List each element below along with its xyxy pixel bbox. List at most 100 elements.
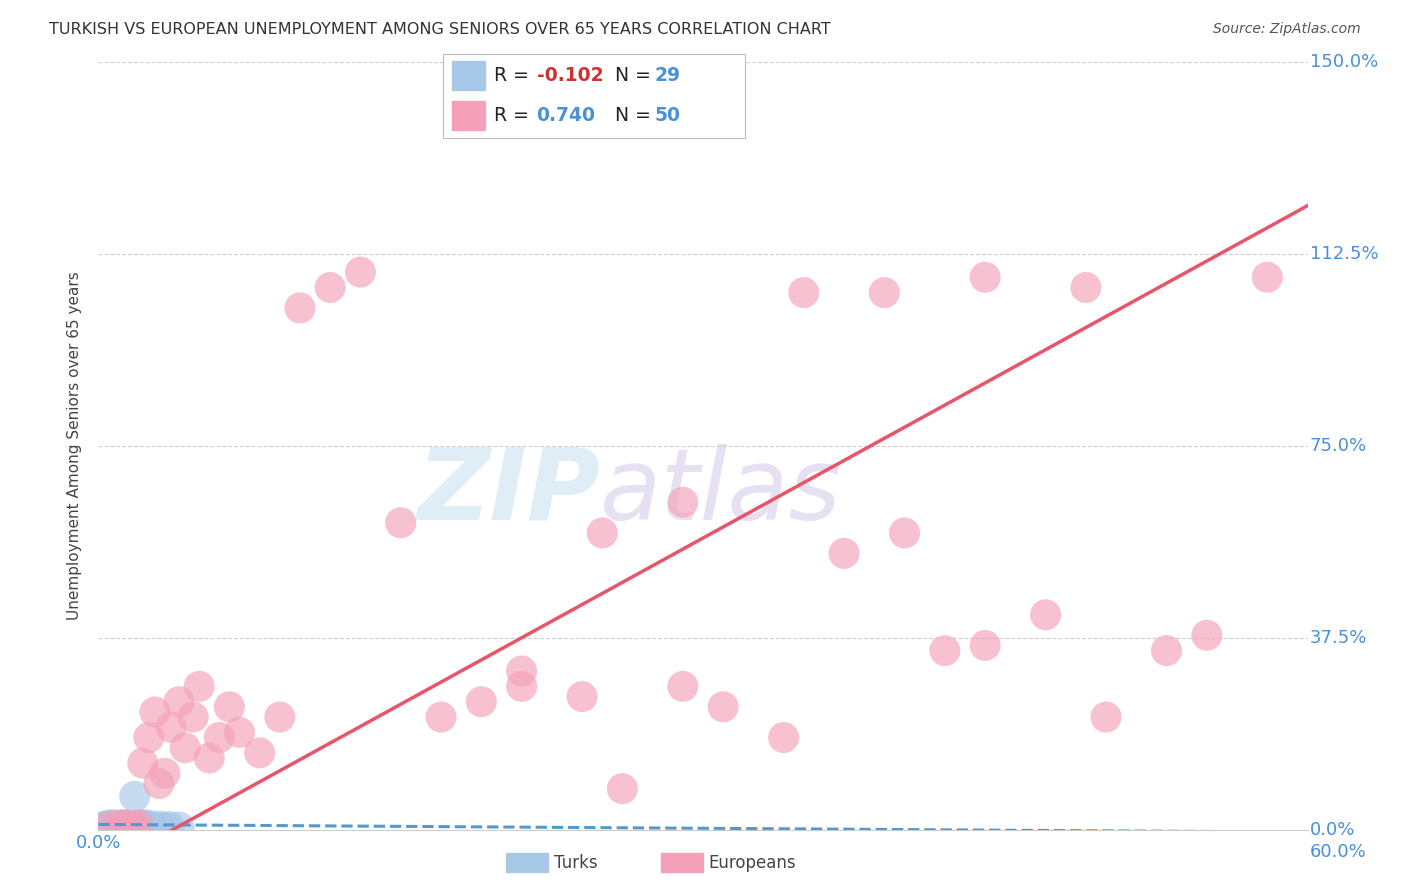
- Point: [571, 690, 593, 704]
- Point: [91, 820, 114, 834]
- Point: [249, 746, 271, 760]
- Text: TURKISH VS EUROPEAN UNEMPLOYMENT AMONG SENIORS OVER 65 YEARS CORRELATION CHART: TURKISH VS EUROPEAN UNEMPLOYMENT AMONG S…: [49, 22, 831, 37]
- Point: [510, 664, 533, 678]
- Text: ZIP: ZIP: [418, 443, 600, 541]
- Text: atlas: atlas: [600, 443, 842, 541]
- Point: [101, 817, 124, 831]
- Text: 0.0%: 0.0%: [1310, 821, 1355, 838]
- Point: [672, 495, 695, 509]
- Point: [148, 776, 170, 790]
- Point: [772, 731, 794, 745]
- Point: [135, 820, 157, 834]
- Point: [100, 820, 122, 834]
- Point: [174, 740, 197, 755]
- Text: 75.0%: 75.0%: [1310, 437, 1367, 455]
- Point: [208, 731, 231, 745]
- Point: [128, 818, 150, 832]
- Point: [389, 516, 412, 530]
- Point: [153, 821, 176, 835]
- Point: [129, 819, 152, 833]
- Point: [124, 789, 146, 804]
- Point: [118, 820, 141, 834]
- Point: [873, 285, 896, 300]
- Point: [612, 781, 634, 796]
- Point: [1095, 710, 1118, 724]
- Point: [228, 725, 250, 739]
- Text: N =: N =: [616, 106, 657, 125]
- Point: [430, 710, 453, 724]
- Point: [934, 643, 956, 657]
- Point: [114, 817, 136, 831]
- Point: [1035, 607, 1057, 622]
- Point: [107, 818, 129, 832]
- Point: [349, 265, 371, 279]
- Point: [114, 821, 136, 835]
- Point: [97, 821, 120, 835]
- Point: [470, 695, 492, 709]
- Point: [125, 818, 148, 832]
- Point: [110, 820, 132, 834]
- Point: [319, 280, 342, 294]
- Point: [97, 820, 120, 834]
- Point: [132, 756, 155, 770]
- Y-axis label: Unemployment Among Seniors over 65 years: Unemployment Among Seniors over 65 years: [67, 272, 83, 620]
- Point: [148, 819, 170, 833]
- Point: [167, 820, 190, 834]
- Point: [1156, 643, 1178, 657]
- Text: Europeans: Europeans: [709, 854, 796, 871]
- Point: [96, 818, 118, 832]
- Point: [198, 751, 221, 765]
- Point: [832, 546, 855, 560]
- Point: [288, 301, 311, 315]
- Text: 50: 50: [655, 106, 681, 125]
- Point: [142, 820, 165, 834]
- Text: R =: R =: [495, 66, 536, 85]
- Point: [893, 525, 915, 540]
- Point: [124, 820, 146, 834]
- Text: Turks: Turks: [554, 854, 598, 871]
- Point: [115, 819, 138, 833]
- Point: [134, 821, 156, 835]
- Point: [1195, 628, 1218, 642]
- Point: [672, 679, 695, 693]
- Point: [105, 821, 128, 835]
- Point: [167, 695, 190, 709]
- Point: [120, 818, 142, 832]
- Point: [111, 818, 134, 832]
- Point: [181, 710, 204, 724]
- Text: 29: 29: [655, 66, 681, 85]
- Point: [103, 819, 125, 833]
- Text: 150.0%: 150.0%: [1310, 54, 1378, 71]
- Point: [218, 699, 240, 714]
- Point: [143, 705, 166, 719]
- FancyBboxPatch shape: [443, 54, 745, 138]
- Text: 60.0%: 60.0%: [1310, 843, 1367, 862]
- Bar: [451, 62, 485, 90]
- Text: Source: ZipAtlas.com: Source: ZipAtlas.com: [1213, 22, 1361, 37]
- Text: -0.102: -0.102: [537, 66, 603, 85]
- Bar: [451, 101, 485, 130]
- Point: [138, 731, 160, 745]
- Point: [107, 818, 129, 832]
- Text: 0.740: 0.740: [537, 106, 596, 125]
- Point: [132, 817, 155, 831]
- Point: [120, 819, 142, 833]
- Point: [121, 820, 143, 834]
- Point: [974, 639, 997, 653]
- Point: [124, 821, 146, 835]
- Point: [1074, 280, 1097, 294]
- Point: [793, 285, 815, 300]
- Text: 37.5%: 37.5%: [1310, 629, 1368, 647]
- Point: [510, 679, 533, 693]
- Point: [188, 679, 211, 693]
- Text: R =: R =: [495, 106, 536, 125]
- Point: [974, 270, 997, 285]
- Point: [138, 818, 160, 832]
- Point: [153, 766, 176, 780]
- Point: [128, 820, 150, 834]
- Text: N =: N =: [616, 66, 657, 85]
- Point: [157, 820, 180, 834]
- Point: [591, 525, 613, 540]
- Point: [160, 720, 183, 734]
- Text: 112.5%: 112.5%: [1310, 245, 1379, 263]
